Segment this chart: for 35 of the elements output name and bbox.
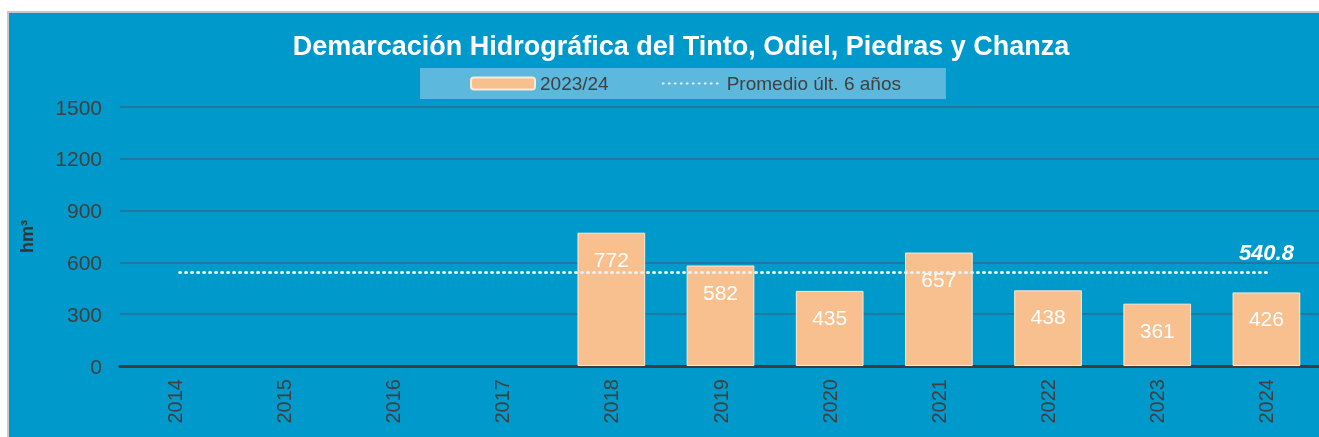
data-label: 435: [812, 305, 848, 329]
x-tick-label: 2019: [709, 379, 732, 424]
bar: [905, 252, 973, 366]
bar: [1123, 303, 1192, 366]
y-tick-label: 600: [66, 250, 102, 274]
legend-label: Promedio últ. 6 años: [726, 73, 901, 94]
data-label: 772: [593, 247, 629, 271]
bar: [1014, 290, 1082, 366]
x-tick-label: 2020: [818, 379, 841, 424]
x-tick-label: 2017: [491, 379, 514, 424]
data-label: 582: [702, 280, 739, 304]
data-label: 426: [1248, 307, 1284, 331]
y-tick-label: 0: [90, 354, 102, 378]
x-tick-label: 2023: [1146, 379, 1169, 424]
data-label: 438: [1030, 305, 1066, 329]
y-tick-label: 1200: [55, 147, 102, 171]
y-axis-title: hm³: [17, 220, 37, 253]
y-tick-label: 1500: [55, 95, 102, 119]
y-tick-label: 300: [66, 302, 102, 326]
data-label: 540.8: [1238, 240, 1295, 266]
x-tick-label: 2021: [927, 379, 950, 424]
bar: [686, 265, 755, 366]
x-tick-label: 2015: [272, 379, 295, 424]
legend-label: 2023/24: [540, 73, 610, 94]
x-tick-label: 2018: [600, 379, 623, 424]
x-tick-label: 2016: [381, 379, 404, 424]
data-label: 361: [1139, 318, 1175, 342]
bar: [795, 290, 864, 366]
x-tick-label: 2014: [163, 379, 186, 424]
bar: [577, 232, 646, 366]
x-tick-label: 2022: [1037, 379, 1060, 424]
x-tick-label: 2024: [1255, 379, 1278, 424]
bar: [1232, 292, 1301, 366]
y-tick-label: 900: [66, 199, 102, 223]
chart-title: Demarcación Hidrográfica del Tinto, Odiel, Piedras y Chanza: [292, 30, 1071, 61]
